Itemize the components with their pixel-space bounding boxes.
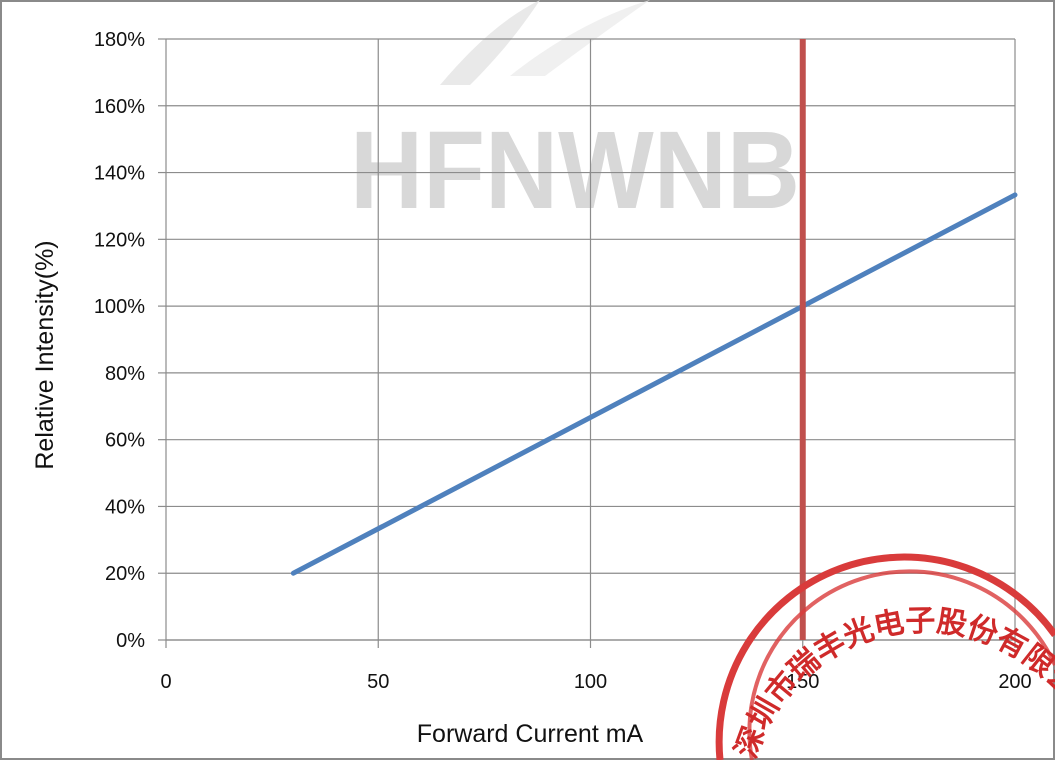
watermark-layer: HFNWNB bbox=[350, 0, 800, 232]
y-tick-label: 80% bbox=[105, 363, 145, 385]
y-axis-title: Relative Intensity(%) bbox=[31, 240, 59, 469]
x-tick-label: 200 bbox=[998, 671, 1031, 693]
x-tick-label: 50 bbox=[367, 671, 389, 693]
y-tick-label: 100% bbox=[94, 296, 145, 318]
watermark-swoosh-secondary bbox=[450, 0, 650, 76]
x-tick-label: 150 bbox=[786, 671, 819, 693]
y-tick-label: 180% bbox=[94, 29, 145, 51]
y-tick-label: 120% bbox=[94, 229, 145, 251]
x-tick-label: 0 bbox=[160, 671, 171, 693]
label-layer: Forward Current mA Relative Intensity(%) bbox=[31, 240, 644, 748]
watermark-text: HFNWNB bbox=[350, 109, 800, 232]
stamp-ring bbox=[715, 553, 1055, 760]
y-tick-label: 40% bbox=[105, 496, 145, 518]
watermark-swoosh bbox=[380, 0, 540, 85]
series-line bbox=[290, 192, 1018, 576]
y-tick-label: 60% bbox=[105, 430, 145, 452]
grid-layer bbox=[166, 38, 1016, 641]
y-tick-label: 140% bbox=[94, 163, 145, 185]
x-tick-label: 100 bbox=[574, 671, 607, 693]
series-layer bbox=[290, 192, 1018, 576]
y-tick-label: 20% bbox=[105, 563, 145, 585]
stamp-ring-inner bbox=[747, 569, 1055, 760]
x-axis-title: Forward Current mA bbox=[417, 720, 644, 748]
y-tick-label: 160% bbox=[94, 96, 145, 118]
y-tick-label: 0% bbox=[116, 630, 145, 652]
axes-layer: 0% 20% 40% 60% 80% 100% 120% 140% 160% 180% 0 50 100… bbox=[94, 29, 1032, 693]
